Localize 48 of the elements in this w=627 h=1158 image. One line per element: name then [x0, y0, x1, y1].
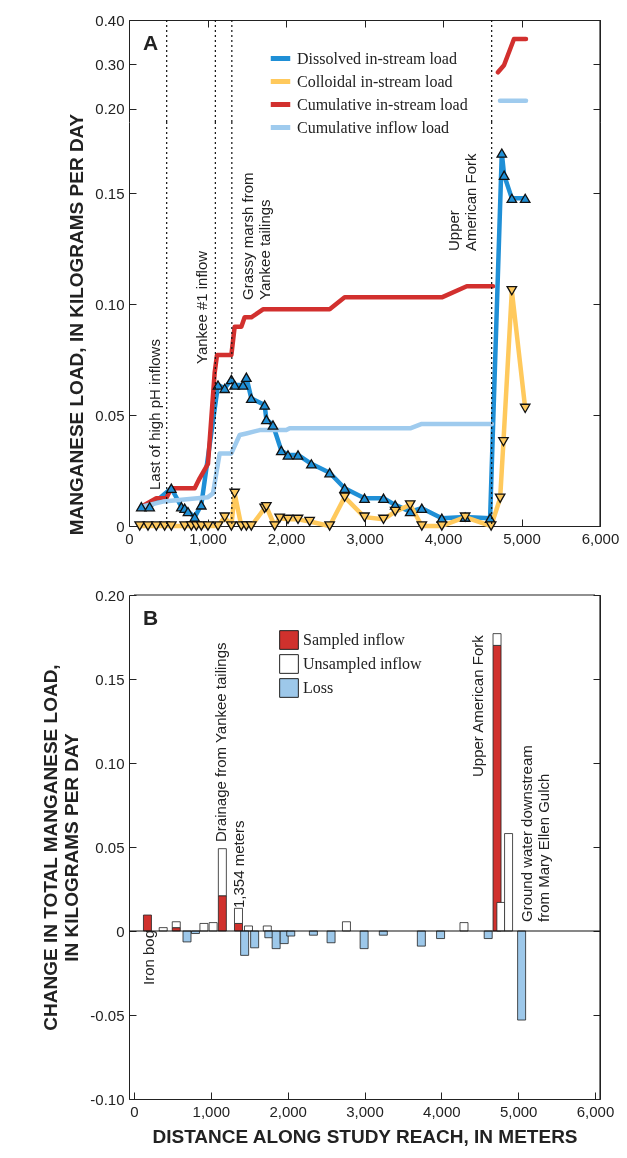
legend-label: Colloidal in-stream load: [297, 72, 453, 90]
legend-label: Cumulative in-stream load: [297, 95, 468, 113]
x-tick-label: 2,000: [269, 1102, 307, 1120]
text: A: [143, 31, 159, 54]
y-tick-label: 0.15: [95, 670, 125, 688]
legend-label: Sampled inflow: [303, 631, 406, 649]
x-tick-label: 0: [130, 1102, 139, 1120]
y-axis-title: MANGANESE LOAD, IN KILOGRAMS PER DAY: [66, 113, 88, 536]
y-tick-label: 0.40: [95, 11, 125, 29]
annotation: Ground water downstream from Mary Ellen Gulch: [518, 745, 552, 922]
text: B: [143, 606, 159, 629]
legend-label: Cumulative inflow load: [297, 118, 449, 136]
legend-label: Loss: [303, 679, 334, 696]
annotation: Upper American Fork: [469, 634, 486, 777]
y-tick-label: 0.15: [95, 184, 125, 202]
x-axis-title: DISTANCE ALONG STUDY REACH, IN METERS: [152, 1125, 578, 1147]
x-tick-label: 4,000: [424, 529, 463, 547]
x-tick-label: 6,000: [576, 1102, 615, 1120]
y-tick-label: 0.05: [95, 406, 125, 424]
y-tick-label: 0: [116, 922, 125, 940]
ref-line-label: Yankee #1 inflow: [193, 250, 211, 364]
legend-label: Dissolved in-stream load: [297, 49, 457, 67]
x-tick-label: 1,000: [189, 529, 227, 547]
annotation: Drainage from Yankee tailings: [212, 642, 229, 842]
y-axis-title: CHANGE IN TOTAL MANGANESE LOAD, IN KILOGRAMS PER DAY: [40, 664, 83, 1031]
y-tick-label: 0.05: [95, 838, 125, 856]
x-tick-label: 5,000: [503, 529, 541, 547]
annotation: 1,354 meters: [230, 820, 247, 908]
y-tick-label: -0.10: [90, 1090, 125, 1108]
x-tick-label: 1,000: [192, 1102, 231, 1120]
y-tick-label: 0.20: [95, 100, 125, 118]
y-tick-label: -0.05: [90, 1006, 125, 1024]
x-tick-label: 3,000: [346, 529, 384, 547]
ref-line-label: Grassy marsh from Yankee tailings: [238, 172, 273, 300]
y-tick-label: 0.20: [95, 586, 125, 604]
x-tick-label: 4,000: [423, 1102, 461, 1120]
y-tick-label: 0.30: [95, 55, 125, 73]
x-tick-label: 2,000: [267, 529, 306, 547]
x-tick-label: 5,000: [499, 1102, 538, 1120]
ref-line-label: Last of high pH inflows: [145, 339, 163, 490]
x-tick-label: 3,000: [346, 1102, 384, 1120]
legend-label: Unsampled inflow: [303, 655, 423, 673]
ref-line-label: Upper American Fork: [444, 152, 479, 251]
y-tick-label: 0.10: [95, 754, 125, 772]
y-tick-label: 0.10: [95, 295, 125, 313]
y-tick-label: 0: [116, 517, 125, 535]
x-tick-label: 6,000: [581, 529, 620, 547]
annotation: Iron bog: [140, 929, 157, 985]
